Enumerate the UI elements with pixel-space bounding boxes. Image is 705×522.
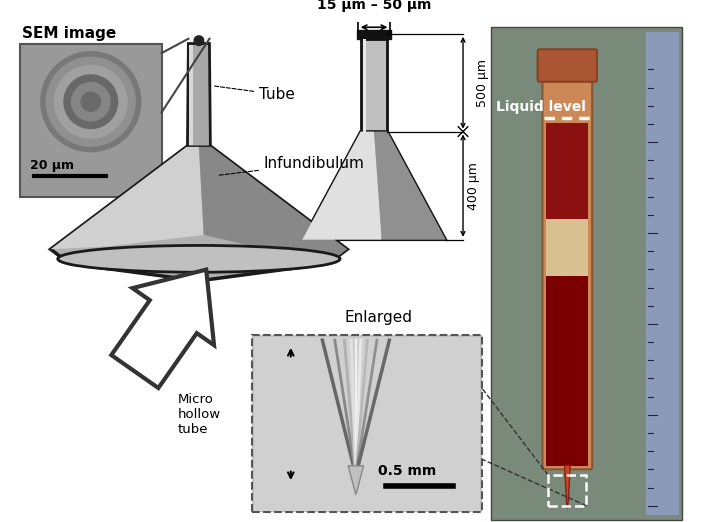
Text: Tube: Tube [214,86,295,102]
Text: Micro
hollow
tube: Micro hollow tube [178,393,221,435]
Text: Liquid level: Liquid level [496,100,585,113]
Polygon shape [565,466,570,508]
Text: 400 μm: 400 μm [467,162,480,209]
Polygon shape [361,39,388,132]
FancyBboxPatch shape [255,337,480,511]
Text: 0.5 mm: 0.5 mm [378,464,436,478]
Polygon shape [188,43,210,147]
FancyBboxPatch shape [546,276,589,466]
Polygon shape [190,45,193,145]
FancyBboxPatch shape [546,219,589,276]
Polygon shape [199,147,348,264]
Polygon shape [111,270,214,388]
FancyBboxPatch shape [252,336,482,513]
Polygon shape [362,39,367,132]
FancyBboxPatch shape [538,49,597,82]
Polygon shape [51,147,348,281]
Circle shape [194,36,204,45]
Text: 20 μm: 20 μm [30,159,73,172]
Text: Infundibulum: Infundibulum [219,156,365,175]
FancyBboxPatch shape [546,123,589,219]
Text: 15 μm – 50 μm: 15 μm – 50 μm [317,0,431,12]
Circle shape [72,82,110,121]
Circle shape [54,65,127,138]
Text: 500 μm: 500 μm [477,59,489,107]
Polygon shape [357,30,391,39]
FancyBboxPatch shape [542,64,592,469]
FancyBboxPatch shape [491,27,682,520]
Text: SEM image: SEM image [22,26,116,41]
Polygon shape [348,466,364,494]
Polygon shape [302,132,446,240]
Ellipse shape [58,245,340,272]
FancyBboxPatch shape [646,32,680,515]
Circle shape [64,75,118,128]
Circle shape [81,92,100,111]
Polygon shape [374,132,446,240]
FancyBboxPatch shape [20,43,161,197]
Polygon shape [302,132,381,240]
Text: Enlarged: Enlarged [345,310,413,325]
Polygon shape [51,147,204,250]
Circle shape [41,52,140,151]
